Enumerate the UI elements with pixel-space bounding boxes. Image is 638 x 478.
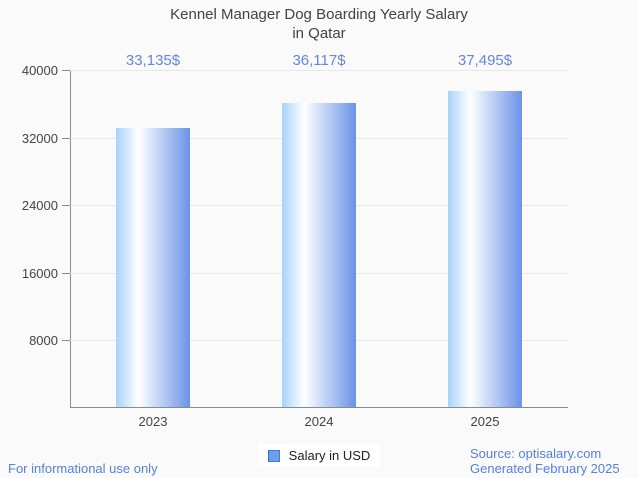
generated-text: Generated February 2025 [470,461,620,476]
disclaimer-text: For informational use only [8,461,158,476]
y-axis-tick [62,340,70,342]
legend-label: Salary in USD [288,448,371,463]
y-axis-label: 32000 [21,130,58,146]
y-axis-label: 40000 [21,63,58,78]
legend: Salary in USD [0,444,638,467]
x-axis-line [70,407,568,408]
salary-bar [282,102,356,407]
y-axis-label: 16000 [21,265,58,281]
chart-title: Kennel Manager Dog Boarding Yearly Salar… [0,5,638,43]
salary-bar [116,128,190,407]
chart-title-line2: in Qatar [292,25,346,42]
y-axis-tick [62,137,70,139]
y-axis-tick [62,70,70,71]
y-axis-line [70,70,71,408]
y-axis-tick [62,205,70,207]
y-axis-label: 8000 [29,333,58,349]
chart-title-line1: Kennel Manager Dog Boarding Yearly Salar… [170,6,468,23]
plot-area: 8000 16000 24000 32000 40000 33,135$ 2023 36,11… [22,52,568,429]
y-axis-tick [62,272,70,274]
legend-swatch-icon [267,449,280,462]
x-axis-label: 2023 [138,414,168,429]
x-axis-label: 2025 [470,414,500,429]
x-axis-label: 2024 [304,414,334,429]
bar-value-label: 36,117$ [292,52,346,69]
source-text: Source: optisalary.com [470,446,602,461]
bar-value-label: 37,495$ [457,52,513,69]
attribution-block: Source: optisalary.com Generated Februar… [470,446,620,476]
y-axis-label: 24000 [21,198,58,214]
legend-box: Salary in USD [257,444,381,467]
bar-value-label: 33,135$ [125,52,181,69]
salary-bar [448,91,522,407]
gridline [70,70,568,71]
